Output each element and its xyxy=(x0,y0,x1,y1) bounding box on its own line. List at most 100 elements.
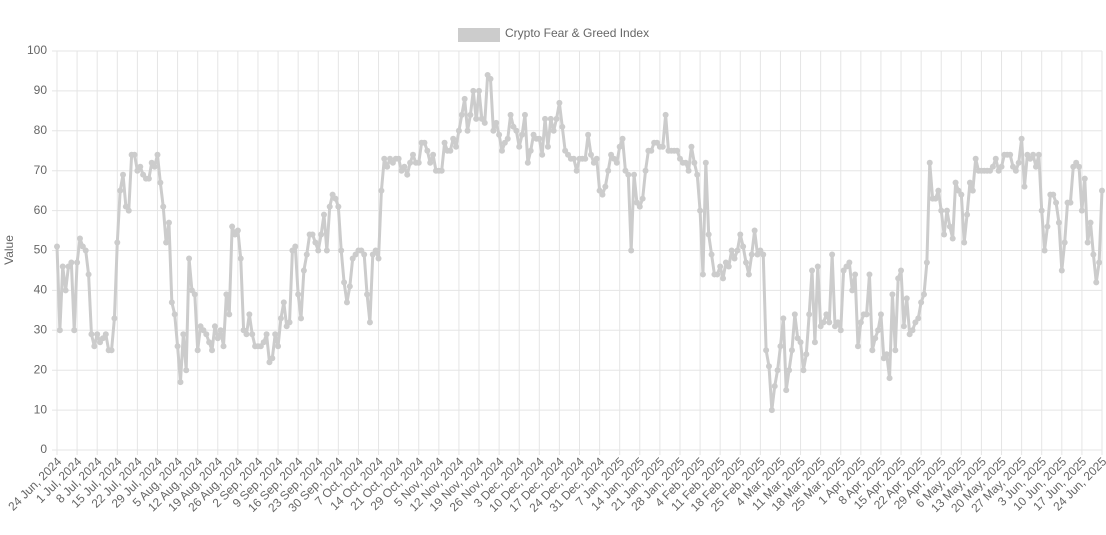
data-point xyxy=(157,179,164,186)
data-point xyxy=(94,331,101,338)
data-point xyxy=(605,167,612,174)
data-point xyxy=(751,227,758,234)
data-point xyxy=(476,87,483,94)
data-point xyxy=(137,163,144,170)
data-point xyxy=(326,203,333,210)
data-point xyxy=(662,111,669,118)
data-point xyxy=(56,327,63,334)
data-point xyxy=(415,159,422,166)
data-point xyxy=(918,299,925,306)
data-point xyxy=(277,315,284,322)
data-point xyxy=(989,163,996,170)
data-point xyxy=(768,407,775,414)
data-point xyxy=(774,367,781,374)
data-point xyxy=(243,331,250,338)
data-point xyxy=(728,247,735,254)
data-point xyxy=(1081,175,1088,182)
data-point xyxy=(783,387,790,394)
data-point xyxy=(763,347,770,354)
data-point xyxy=(332,195,339,202)
data-point xyxy=(921,291,928,298)
data-point xyxy=(875,327,882,334)
data-point xyxy=(1055,219,1062,226)
data-point xyxy=(1058,267,1065,274)
data-point xyxy=(300,267,307,274)
data-point xyxy=(909,327,916,334)
data-point xyxy=(372,247,379,254)
data-point xyxy=(487,75,494,82)
data-point xyxy=(1012,167,1019,174)
data-point xyxy=(120,171,127,178)
data-point xyxy=(177,379,184,386)
data-point xyxy=(932,195,939,202)
data-point xyxy=(886,375,893,382)
data-point xyxy=(1044,223,1051,230)
data-point xyxy=(682,159,689,166)
data-point xyxy=(309,231,316,238)
data-point xyxy=(1084,239,1091,246)
data-point xyxy=(631,171,638,178)
data-point xyxy=(964,211,971,218)
data-point xyxy=(493,119,500,126)
data-point xyxy=(765,363,772,370)
data-point xyxy=(395,155,402,162)
data-point xyxy=(88,331,95,338)
y-tick-label: 40 xyxy=(34,283,48,297)
data-point xyxy=(450,135,457,142)
data-point xyxy=(280,299,287,306)
data-point xyxy=(889,291,896,298)
y-tick-label: 0 xyxy=(40,442,47,456)
data-point xyxy=(174,343,181,350)
data-point xyxy=(453,143,460,150)
data-point xyxy=(275,343,282,350)
data-point xyxy=(556,99,563,106)
data-point xyxy=(900,323,907,330)
data-point xyxy=(165,219,172,226)
data-point xyxy=(117,187,124,194)
data-point xyxy=(521,111,528,118)
y-tick-label: 20 xyxy=(34,362,48,376)
y-tick-label: 80 xyxy=(34,123,48,137)
data-point xyxy=(513,127,520,134)
data-point xyxy=(180,331,187,338)
data-point xyxy=(1076,163,1083,170)
data-point xyxy=(648,147,655,154)
data-point xyxy=(507,111,514,118)
data-point xyxy=(777,343,784,350)
data-point xyxy=(378,187,385,194)
data-point xyxy=(186,255,193,262)
data-point xyxy=(1007,151,1014,158)
data-point xyxy=(737,231,744,238)
data-point xyxy=(811,339,818,346)
data-point xyxy=(570,155,577,162)
data-point xyxy=(68,259,75,266)
data-point xyxy=(217,327,224,334)
data-point xyxy=(952,179,959,186)
data-point xyxy=(160,203,167,210)
data-point xyxy=(539,151,546,158)
data-point xyxy=(260,339,267,346)
data-point xyxy=(966,179,973,186)
y-axis-title: Value xyxy=(2,235,16,265)
data-point xyxy=(593,155,600,162)
data-point xyxy=(298,315,305,322)
data-point xyxy=(125,207,132,214)
data-point xyxy=(849,287,856,294)
data-point xyxy=(544,143,551,150)
data-point xyxy=(421,139,428,146)
data-point xyxy=(702,159,709,166)
data-point xyxy=(263,331,270,338)
data-point xyxy=(438,167,445,174)
data-point xyxy=(504,135,511,142)
data-point xyxy=(748,251,755,258)
data-point xyxy=(229,223,236,230)
data-point xyxy=(547,115,554,122)
data-point xyxy=(519,131,526,138)
data-point xyxy=(972,155,979,162)
data-point xyxy=(857,319,864,326)
data-point xyxy=(639,195,646,202)
data-point xyxy=(467,111,474,118)
data-point xyxy=(455,127,462,134)
data-point xyxy=(163,239,170,246)
data-point xyxy=(771,383,778,390)
